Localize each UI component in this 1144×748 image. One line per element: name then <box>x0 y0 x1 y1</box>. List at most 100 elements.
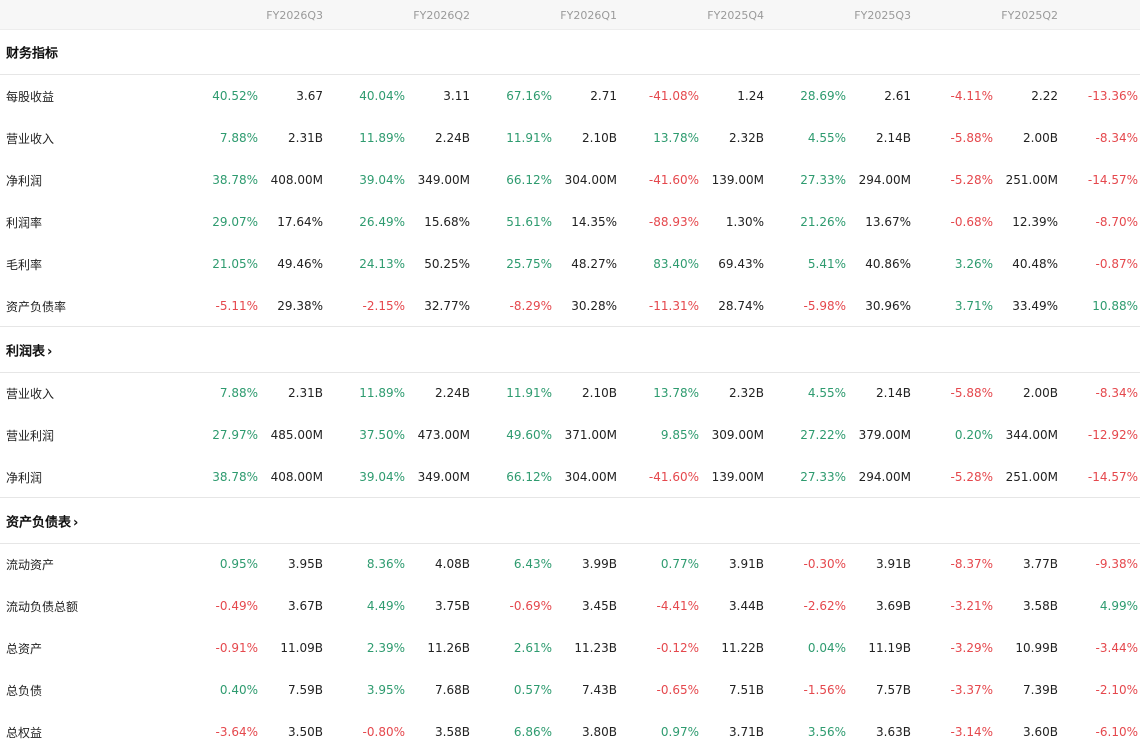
metric-value: 485.00M <box>270 428 323 442</box>
period-label: FY2025Q4 <box>707 9 764 22</box>
metric-value: 3.60B <box>1023 725 1058 739</box>
section-title: 财务指标 <box>6 42 58 61</box>
metric-value: 3.58B <box>1023 599 1058 613</box>
change-value: 26.49% <box>359 215 405 229</box>
metric-value: 33.49% <box>1012 299 1058 313</box>
metric-value: 7.43B <box>582 683 617 697</box>
row-label: 流动资产 <box>6 558 55 572</box>
metric-value: 13.67% <box>865 215 911 229</box>
metric-value: 3.99B <box>582 557 617 571</box>
metric-value: 7.68B <box>435 683 470 697</box>
metric-value: 7.57B <box>876 683 911 697</box>
metric-value: 294.00M <box>858 470 911 484</box>
change-value: 37.50% <box>359 428 405 442</box>
metric-value: 349.00M <box>417 173 470 187</box>
metric-value: 2.22 <box>1031 89 1058 103</box>
change-value: -5.28% <box>950 173 993 187</box>
change-value: 3.56% <box>807 725 846 739</box>
change-value: -4.41% <box>656 599 699 613</box>
metric-value: 48.27% <box>571 257 617 271</box>
change-value: 27.22% <box>800 428 846 442</box>
row-label: 利润率 <box>6 216 43 230</box>
section-title[interactable]: 资产负债表 › <box>6 511 78 530</box>
change-value: -2.10% <box>1095 683 1138 697</box>
metric-value: 2.00B <box>1023 131 1058 145</box>
row-label: 营业收入 <box>6 387 55 401</box>
change-value: 8.36% <box>366 557 405 571</box>
table-row: 总负债 0.40% 7.59B 3.95% 7.68B 0.57% 7.43B -0.65% 7… <box>0 668 1140 710</box>
section-title-text: 资产负债表 <box>6 515 72 530</box>
change-value: 4.99% <box>1099 599 1138 613</box>
chevron-right-icon[interactable]: › <box>47 344 53 359</box>
metric-value: 309.00M <box>711 428 764 442</box>
metric-value: 2.10B <box>582 131 617 145</box>
metric-value: 7.59B <box>288 683 323 697</box>
change-value: -5.88% <box>950 386 993 400</box>
change-value: 21.26% <box>800 215 846 229</box>
metric-value: 3.80B <box>582 725 617 739</box>
metric-value: 14.35% <box>571 215 617 229</box>
change-value: 38.78% <box>212 173 258 187</box>
row-label: 总资产 <box>6 642 43 656</box>
change-value: -0.30% <box>803 557 846 571</box>
metric-value: 139.00M <box>711 173 764 187</box>
change-value: 39.04% <box>359 470 405 484</box>
change-value: -14.57% <box>1087 470 1138 484</box>
metric-value: 2.32B <box>729 131 764 145</box>
change-value: 0.57% <box>513 683 552 697</box>
change-value: -0.80% <box>362 725 405 739</box>
change-value: -3.44% <box>1095 641 1138 655</box>
change-value: 4.55% <box>807 386 846 400</box>
change-value: 2.61% <box>513 641 552 655</box>
section-title[interactable]: 利润表 › <box>6 340 52 359</box>
change-value: 83.40% <box>653 257 699 271</box>
table-row: 流动负债总额 -0.49% 3.67B 4.49% 3.75B -0.69% 3.45B -4… <box>0 584 1140 626</box>
metric-value: 3.71B <box>729 725 764 739</box>
change-value: 28.69% <box>800 89 846 103</box>
section-header[interactable]: 资产负债表 › <box>0 497 1140 544</box>
change-value: -4.11% <box>950 89 993 103</box>
change-value: -0.91% <box>215 641 258 655</box>
metric-value: 3.69B <box>876 599 911 613</box>
change-value: -0.69% <box>509 599 552 613</box>
metric-value: 11.19B <box>868 641 911 655</box>
change-value: -5.98% <box>803 299 846 313</box>
metric-value: 11.23B <box>574 641 617 655</box>
metric-value: 3.91B <box>876 557 911 571</box>
change-value: 3.71% <box>954 299 993 313</box>
metric-value: 29.38% <box>277 299 323 313</box>
change-value: -2.15% <box>362 299 405 313</box>
period-header: FY2026Q3 FY2026Q2 FY2026Q1 FY2025Q4 FY2025Q3… <box>0 0 1140 30</box>
row-label: 营业收入 <box>6 132 55 146</box>
change-value: -8.34% <box>1095 386 1138 400</box>
table-row: 净利润 38.78% 408.00M 39.04% 349.00M 66.12% 304.0… <box>0 158 1140 200</box>
change-value: -1.56% <box>803 683 846 697</box>
change-value: 0.20% <box>954 428 993 442</box>
metric-value: 3.95B <box>288 557 323 571</box>
metric-value: 344.00M <box>1005 428 1058 442</box>
change-value: -0.87% <box>1095 257 1138 271</box>
metric-value: 473.00M <box>417 428 470 442</box>
row-label: 总负债 <box>6 684 43 698</box>
change-value: 49.60% <box>506 428 552 442</box>
change-value: 66.12% <box>506 173 552 187</box>
change-value: 11.89% <box>359 131 405 145</box>
metric-value: 49.46% <box>277 257 323 271</box>
change-value: -0.65% <box>656 683 699 697</box>
change-value: 10.88% <box>1092 299 1138 313</box>
change-value: 0.95% <box>219 557 258 571</box>
metric-value: 371.00M <box>564 428 617 442</box>
change-value: 0.40% <box>219 683 258 697</box>
chevron-right-icon[interactable]: › <box>73 515 79 530</box>
metric-value: 1.24 <box>737 89 764 103</box>
table-row: 营业收入 7.88% 2.31B 11.89% 2.24B 11.91% 2.10B 13.7… <box>0 116 1140 158</box>
change-value: -12.92% <box>1087 428 1138 442</box>
change-value: 25.75% <box>506 257 552 271</box>
metric-value: 3.11 <box>443 89 470 103</box>
period-label: FY2026Q1 <box>560 9 617 22</box>
section-header[interactable]: 利润表 › <box>0 326 1140 373</box>
change-value: -5.88% <box>950 131 993 145</box>
change-value: 13.78% <box>653 386 699 400</box>
table-row: 毛利率 21.05% 49.46% 24.13% 50.25% 25.75% 48.27% 8… <box>0 242 1140 284</box>
change-value: 7.88% <box>219 131 258 145</box>
